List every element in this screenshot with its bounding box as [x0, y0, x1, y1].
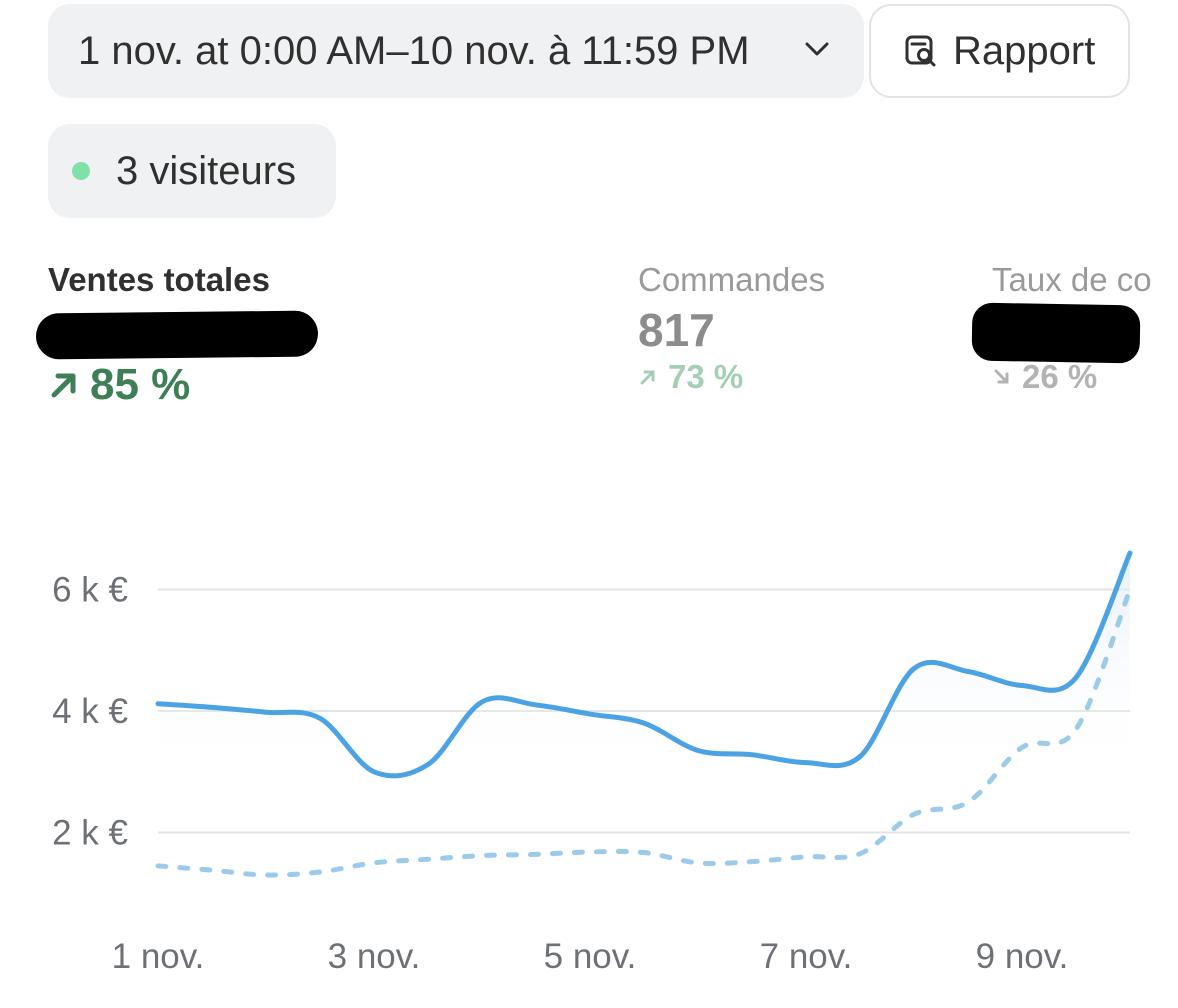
- metric-change: 26 %: [992, 358, 1152, 396]
- y-tick-label: 4 k €: [52, 692, 128, 731]
- sales-line-chart: 2 k € 4 k € 6 k € 1 nov. 3 nov. 5 nov. 7 nov. 9…: [52, 550, 1133, 976]
- date-range-label: 1 nov. at 0:00 AM–10 nov. à 11:59 PM: [78, 28, 750, 73]
- metric-change-value: 85 %: [90, 360, 191, 409]
- live-visitors-badge[interactable]: 3 visiteurs: [48, 124, 336, 218]
- chevron-down-icon: [805, 42, 829, 56]
- visitors-label: 3 visiteurs: [116, 148, 297, 193]
- report-search-icon: [905, 35, 936, 67]
- report-button-label: Rapport: [953, 28, 1096, 73]
- metric-change-value: 26 %: [1022, 358, 1098, 395]
- metric-label: Ventes totales: [48, 261, 270, 298]
- metric-change-value: 73 %: [668, 358, 744, 395]
- redaction-mark: [971, 302, 1141, 364]
- redaction-mark: [35, 310, 319, 360]
- y-tick-label: 2 k €: [52, 814, 128, 853]
- metric-label: Commandes: [638, 261, 826, 298]
- live-status-dot: [72, 162, 90, 180]
- x-tick-label: 5 nov.: [544, 937, 637, 976]
- series-area-fill: [158, 553, 1130, 776]
- metric-change: 73 %: [638, 358, 825, 396]
- comparison-series-line: [155, 587, 1133, 878]
- metric-value: 817: [638, 304, 715, 356]
- arrow-up-right-icon: [51, 373, 76, 398]
- metric-orders[interactable]: Commandes 817 73 %: [638, 258, 825, 396]
- metric-conversion-rate[interactable]: Taux de co 26 %: [992, 258, 1152, 396]
- x-tick-label: 9 nov.: [976, 937, 1069, 976]
- metric-label: Taux de co: [992, 261, 1152, 298]
- y-tick-label: 6 k €: [52, 571, 128, 610]
- x-tick-label: 7 nov.: [760, 937, 853, 976]
- metric-change: 85 %: [48, 360, 270, 410]
- date-range-picker[interactable]: 1 nov. at 0:00 AM–10 nov. à 11:59 PM: [48, 4, 864, 98]
- x-tick-label: 1 nov.: [112, 937, 205, 976]
- x-tick-label: 3 nov.: [328, 937, 421, 976]
- report-button[interactable]: Rapport: [869, 4, 1130, 98]
- arrow-up-right-icon: [640, 370, 655, 385]
- current-series-line: [155, 550, 1133, 779]
- arrow-down-right-icon: [994, 369, 1009, 384]
- metric-total-sales[interactable]: Ventes totales 85 %: [48, 258, 270, 410]
